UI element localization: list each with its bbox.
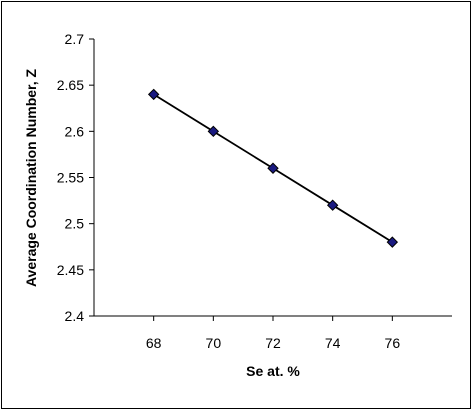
- x-axis-title: Se at. %: [246, 363, 300, 379]
- data-point-marker: [207, 125, 220, 138]
- x-tick-label: 74: [325, 335, 341, 351]
- x-tick-label: 70: [206, 335, 222, 351]
- y-axis-title: Average Coordination Number, Z: [23, 69, 39, 288]
- x-tick-label: 72: [265, 335, 281, 351]
- x-tick-label: 68: [146, 335, 162, 351]
- y-tick-label: 2.4: [65, 308, 85, 324]
- y-tick-label: 2.7: [65, 31, 85, 47]
- y-tick-label: 2.6: [65, 123, 85, 139]
- y-tick-label: 2.65: [57, 77, 84, 93]
- x-tick-label: 76: [385, 335, 401, 351]
- data-point-marker: [386, 236, 399, 248]
- data-point-marker: [267, 162, 279, 174]
- chart-axes: [93, 39, 452, 317]
- y-tick-label: 2.5: [65, 216, 85, 232]
- y-tick-label: 2.45: [57, 262, 84, 278]
- y-tick-label: 2.55: [57, 170, 84, 186]
- chart-series: [147, 88, 399, 248]
- data-point-marker: [147, 88, 160, 101]
- data-point-marker: [326, 199, 339, 211]
- chart-ticks: 2.4 2.45 2.5 2.55 2.6 2.65 2.7 68 70 72 74 76: [57, 31, 401, 351]
